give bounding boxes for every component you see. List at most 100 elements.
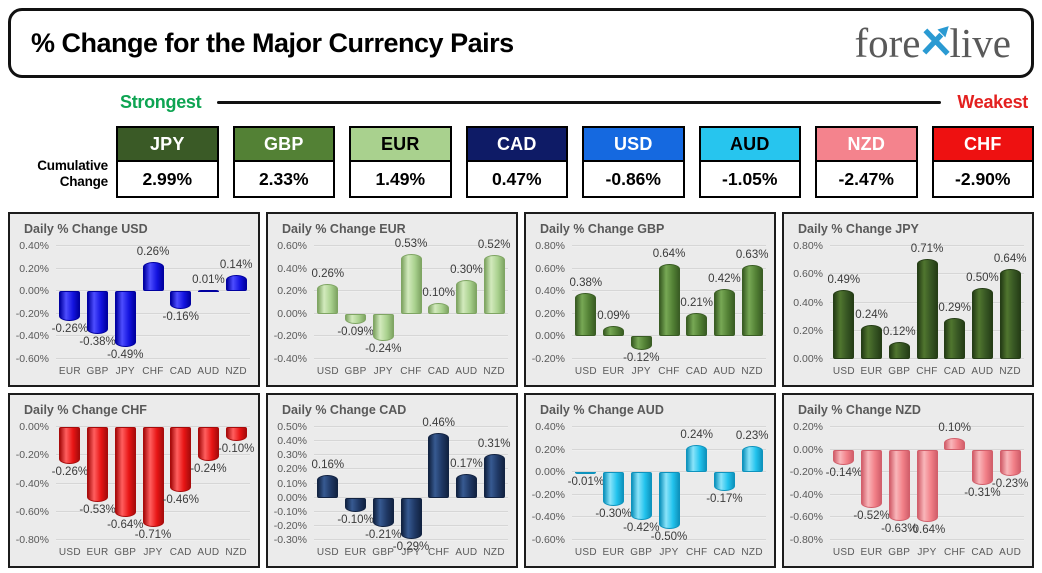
bar: [686, 445, 708, 473]
logo-text-live: live: [949, 19, 1011, 66]
y-axis-tick-label: -0.40%: [15, 477, 49, 490]
chart-panel: Daily % Change AUD 0.40% 0.20% 0.00% -0.20% -…: [524, 393, 776, 568]
bar-value-label: -0.09%: [337, 325, 374, 338]
bar: [833, 289, 855, 359]
x-category-label: USD: [574, 366, 597, 377]
bar-value-label: -0.71%: [134, 529, 172, 542]
y-axis-tick-label: -0.20%: [15, 307, 49, 320]
bar-value-label: 0.24%: [680, 429, 713, 442]
y-axis-tick-label: 0.80%: [535, 240, 565, 252]
x-category-label: EUR: [344, 547, 367, 558]
bar: [658, 264, 680, 337]
currency-code: JPY: [116, 126, 219, 162]
bar-value-label: -0.17%: [706, 493, 743, 506]
x-category-label: CAD: [943, 366, 966, 377]
y-axis-tick-label: 0.00%: [277, 307, 307, 320]
x-category-label: NZD: [741, 366, 763, 377]
currency-box: USD -0.86%: [582, 126, 685, 198]
gridline: [572, 358, 766, 360]
bar: [741, 265, 763, 337]
bar-value-label: -0.26%: [51, 465, 89, 478]
currency-code: CHF: [931, 126, 1034, 162]
bar-value-label: 0.52%: [477, 239, 511, 252]
gridline: [572, 539, 766, 541]
bar: [372, 497, 394, 528]
page-title: % Change for the Major Currency Pairs: [31, 27, 514, 58]
x-category-label: CHF: [943, 547, 966, 558]
currency-code: EUR: [349, 126, 452, 162]
bar-value-label: 0.12%: [882, 326, 916, 339]
bar-value-label: 0.16%: [311, 459, 345, 472]
y-axis-tick-label: -0.20%: [273, 330, 307, 343]
y-axis-tick-label: 0.40%: [277, 435, 307, 448]
bar-value-label: 0.31%: [477, 437, 511, 450]
x-category-label: AUD: [197, 366, 220, 377]
gridline: [572, 245, 766, 247]
y-axis-tick-label: -0.20%: [789, 466, 823, 479]
x-category-label: CAD: [971, 547, 994, 558]
bar: [225, 427, 247, 442]
bar: [575, 472, 597, 475]
bar-value-label: -0.63%: [881, 522, 918, 535]
x-category-label: EUR: [86, 547, 109, 558]
bar-value-label: 0.64%: [652, 248, 686, 261]
x-category-label: NZD: [999, 366, 1021, 377]
gridline: [56, 312, 250, 315]
currency-cumulative-value: -2.90%: [931, 162, 1034, 198]
y-axis-tick-label: 0.20%: [277, 463, 307, 476]
x-category-label: JPY: [659, 547, 679, 558]
bar-value-label: 0.63%: [735, 249, 769, 262]
bar: [575, 293, 597, 337]
y-axis-tick-label: 0.20%: [793, 421, 823, 433]
chart-panel: Daily % Change GBP 0.80% 0.60% 0.40% 0.20% 0.…: [524, 212, 776, 387]
currency-box: CHF -2.90%: [931, 126, 1034, 198]
bar: [59, 427, 81, 464]
bar: [455, 279, 477, 314]
bar-value-label: -0.10%: [337, 513, 374, 526]
currency-cumulative-value: -0.86%: [582, 162, 685, 198]
bar: [170, 427, 192, 492]
bar-value-label: -0.64%: [908, 523, 946, 536]
bar: [455, 473, 477, 498]
bar: [916, 258, 938, 359]
chart-title: Daily % Change EUR: [282, 222, 406, 236]
bar-value-label: 0.17%: [450, 457, 483, 470]
x-category-label: EUR: [860, 547, 883, 558]
gridline: [56, 245, 250, 247]
x-category-label: GBP: [888, 547, 911, 558]
x-category-label: CHF: [142, 366, 164, 377]
y-axis-tick-label: 0.30%: [277, 449, 307, 462]
chart-title: Daily % Change JPY: [798, 222, 919, 236]
bar-value-label: -0.29%: [392, 540, 430, 553]
x-category-label: USD: [832, 547, 855, 558]
bar-value-label: -0.10%: [217, 443, 255, 456]
gridline: [830, 539, 1024, 541]
scale-line: [217, 100, 942, 104]
currency-cumulative-value: -2.47%: [815, 162, 918, 198]
x-category-label: GBP: [630, 547, 653, 558]
bar: [916, 449, 938, 522]
x-category-label: JPY: [401, 547, 421, 558]
y-axis-tick-label: -0.20%: [15, 449, 49, 462]
bar: [197, 289, 219, 292]
x-category-label: CAD: [427, 366, 450, 377]
gridline: [572, 426, 766, 428]
bar-value-label: 0.23%: [735, 430, 769, 443]
bar-value-label: -0.01%: [567, 475, 605, 488]
currency-box: CAD 0.47%: [465, 126, 568, 198]
weakest-label: Weakest: [957, 91, 1028, 112]
y-axis-tick-label: 0.20%: [535, 307, 565, 320]
y-axis-tick-label: 0.00%: [535, 330, 565, 343]
x-category-label: AUD: [971, 366, 994, 377]
bar-value-label: 0.46%: [422, 416, 455, 429]
chart-title: Daily % Change CHF: [24, 403, 147, 417]
bar: [87, 427, 109, 502]
y-axis-tick-label: 0.00%: [535, 466, 565, 479]
y-axis-tick-label: 0.20%: [793, 324, 823, 337]
bar: [603, 326, 625, 337]
y-axis-tick-label: -0.60%: [15, 505, 49, 518]
bar: [944, 438, 966, 450]
y-axis-tick-label: -0.40%: [531, 511, 565, 524]
y-axis-tick-label: -0.40%: [15, 330, 49, 343]
bar: [142, 261, 164, 292]
